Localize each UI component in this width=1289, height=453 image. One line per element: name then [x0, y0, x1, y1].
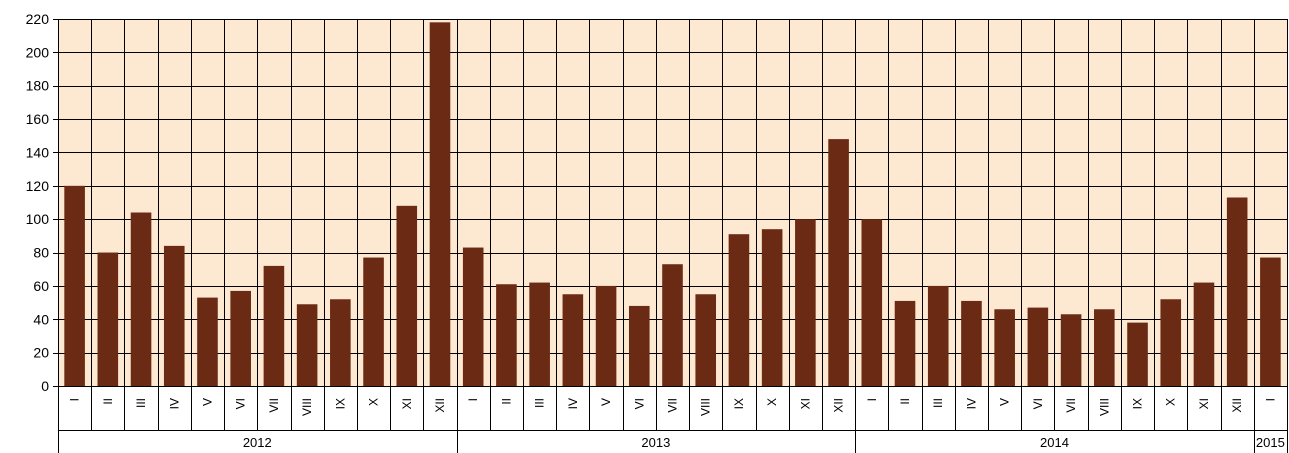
x-category-label: II [499, 398, 513, 405]
x-category-label: VI [234, 398, 248, 409]
bar [1260, 257, 1281, 386]
x-category-label: XII [1230, 398, 1244, 413]
bar [263, 265, 285, 386]
bar [728, 234, 750, 386]
x-category-label: VII [267, 398, 281, 413]
y-tick-label: 120 [26, 178, 50, 194]
bar [927, 285, 949, 386]
x-category-label: IV [566, 398, 580, 409]
x-category-label: III [533, 398, 547, 408]
bar [562, 294, 584, 386]
x-category-label: XII [433, 398, 447, 413]
bar [130, 212, 152, 386]
x-category-label: V [200, 398, 214, 406]
bars [64, 22, 1281, 386]
x-category-label: VI [1031, 398, 1045, 409]
year-group-label: 2012 [243, 435, 272, 450]
x-category-label: I [68, 398, 82, 401]
year-group-label: 2015 [1256, 435, 1285, 450]
y-tick-label: 0 [41, 378, 49, 394]
x-category-label: II [101, 398, 115, 405]
y-tick-label: 100 [26, 211, 50, 227]
bar [1226, 197, 1248, 386]
x-category-label: IV [167, 398, 181, 409]
x-axis-year-groups: 2012 2013 2014 2015 [58, 430, 1288, 453]
x-category-label: I [466, 398, 480, 401]
bar [529, 282, 550, 386]
x-category-label: IV [964, 398, 978, 409]
bar [894, 300, 916, 386]
bar [1027, 307, 1049, 386]
x-category-label: IX [1131, 398, 1145, 409]
x-category-label: IX [333, 398, 347, 409]
bar [662, 264, 683, 386]
bar [396, 205, 418, 386]
bar [330, 299, 351, 386]
x-category-label: VIII [699, 398, 713, 416]
bar [64, 185, 85, 386]
bar [828, 139, 849, 386]
y-tick-label: 160 [26, 111, 50, 127]
bar [296, 304, 318, 386]
y-tick-label: 80 [33, 245, 49, 261]
bar [1094, 309, 1115, 386]
x-category-label: V [599, 398, 613, 406]
bar [163, 245, 185, 386]
y-axis-ticks: 0 20 40 60 80 100 120 140 160 180 200 220 [26, 11, 50, 394]
x-category-label: XII [832, 398, 846, 413]
y-tick-label: 40 [33, 311, 49, 327]
y-tick-label: 20 [33, 345, 49, 361]
x-category-label: VI [632, 398, 646, 409]
x-category-label: I [1263, 398, 1277, 401]
x-category-label: X [765, 398, 779, 406]
y-tick-label: 200 [26, 44, 50, 60]
bar [695, 294, 717, 386]
x-category-label: VII [1064, 398, 1078, 413]
bar [595, 285, 617, 386]
x-category-label: X [367, 398, 381, 406]
bar [1127, 322, 1148, 386]
bar [1160, 299, 1182, 386]
y-tick-label: 140 [26, 144, 50, 160]
bar [861, 219, 883, 386]
x-category-label: VIII [300, 398, 314, 416]
y-tick-label: 220 [26, 11, 50, 27]
bar [628, 305, 650, 386]
bar [197, 297, 218, 386]
bar [795, 219, 816, 386]
x-category-label: XI [1197, 398, 1211, 409]
year-group-label: 2014 [1040, 435, 1069, 450]
bar [961, 300, 982, 386]
bar [230, 290, 251, 386]
bar [97, 252, 119, 386]
bar [363, 257, 384, 386]
x-category-label: XI [400, 398, 414, 409]
bar [761, 229, 783, 386]
x-category-label: VII [666, 398, 680, 413]
x-category-label: V [998, 398, 1012, 406]
bar [496, 284, 517, 386]
y-tick-label: 180 [26, 78, 50, 94]
bar [1193, 282, 1215, 386]
x-category-label: III [931, 398, 945, 408]
x-category-label: VIII [1097, 398, 1111, 416]
bar [1060, 314, 1082, 386]
x-category-label: III [134, 398, 148, 408]
bar [429, 22, 451, 386]
y-tick-label: 60 [33, 278, 49, 294]
year-group-label: 2013 [641, 435, 670, 450]
x-category-label: X [1164, 398, 1178, 406]
x-category-label: IX [732, 398, 746, 409]
bar [462, 247, 484, 386]
x-category-label: II [898, 398, 912, 405]
x-category-label: I [865, 398, 879, 401]
x-axis-categories: I II III IV V VI VII VIII IX X XI XII I II III IV V VI VII… [58, 386, 1288, 430]
grid [53, 19, 1288, 392]
bar [994, 309, 1015, 386]
x-category-label: XI [798, 398, 812, 409]
